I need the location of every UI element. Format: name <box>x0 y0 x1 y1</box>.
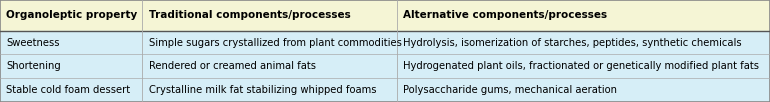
Bar <box>0 54 142 78</box>
Bar <box>142 0 397 31</box>
Bar <box>142 78 397 102</box>
Text: Simple sugars crystallized from plant commodities: Simple sugars crystallized from plant co… <box>149 38 401 48</box>
Bar <box>142 54 397 78</box>
Bar <box>0 78 142 102</box>
Text: Alternative components/processes: Alternative components/processes <box>403 10 607 20</box>
Text: Crystalline milk fat stabilizing whipped foams: Crystalline milk fat stabilizing whipped… <box>149 85 376 95</box>
Text: Polysaccharide gums, mechanical aeration: Polysaccharide gums, mechanical aeration <box>403 85 617 95</box>
Text: Rendered or creamed animal fats: Rendered or creamed animal fats <box>149 61 316 71</box>
Bar <box>397 54 770 78</box>
Text: Stable cold foam dessert: Stable cold foam dessert <box>6 85 130 95</box>
Bar <box>397 0 770 31</box>
Bar <box>397 78 770 102</box>
Bar <box>0 0 142 31</box>
Text: Organoleptic property: Organoleptic property <box>6 10 137 20</box>
Text: Traditional components/processes: Traditional components/processes <box>149 10 350 20</box>
Bar <box>0 31 142 54</box>
Text: Sweetness: Sweetness <box>6 38 59 48</box>
Bar <box>397 31 770 54</box>
Bar <box>142 31 397 54</box>
Text: Hydrolysis, isomerization of starches, peptides, synthetic chemicals: Hydrolysis, isomerization of starches, p… <box>403 38 742 48</box>
Text: Shortening: Shortening <box>6 61 61 71</box>
Text: Hydrogenated plant oils, fractionated or genetically modified plant fats: Hydrogenated plant oils, fractionated or… <box>403 61 758 71</box>
